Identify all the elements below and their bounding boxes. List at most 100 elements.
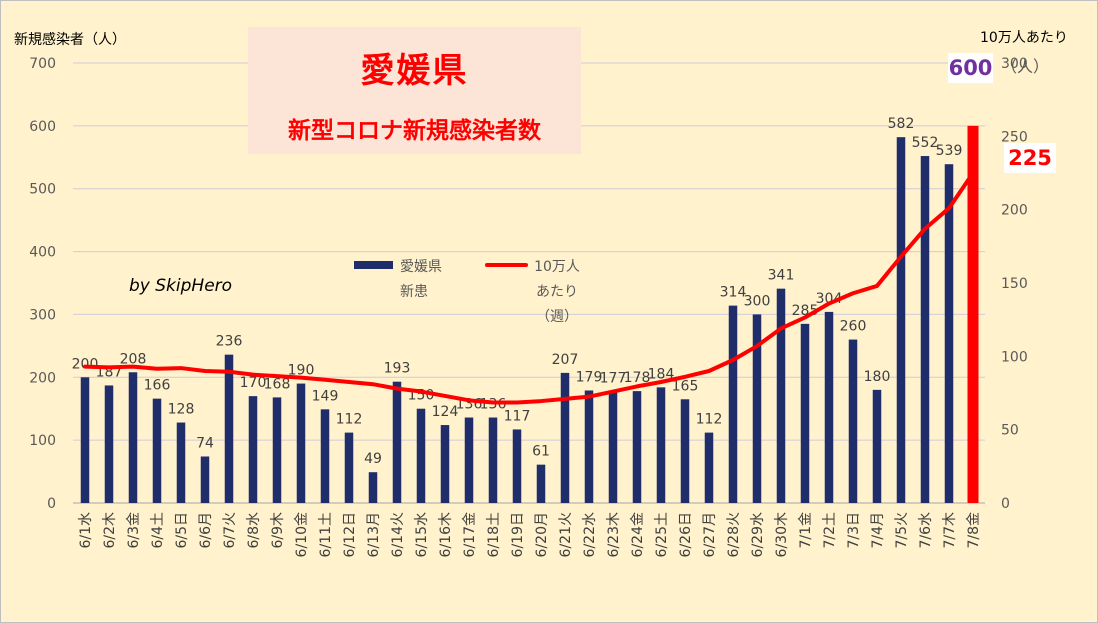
x-axis-tick-label: 6/8水 bbox=[246, 512, 262, 549]
x-axis-tick-label: 7/4月 bbox=[870, 512, 886, 549]
right-axis-unit: （人） bbox=[1001, 57, 1050, 76]
x-axis-tick-label: 6/14火 bbox=[390, 512, 406, 557]
bar bbox=[656, 387, 666, 503]
x-axis-tick-label: 6/26日 bbox=[678, 512, 694, 557]
x-axis-tick-label: 6/19日 bbox=[510, 512, 526, 557]
x-axis-tick-label: 6/16木 bbox=[438, 512, 454, 557]
bar bbox=[80, 377, 90, 503]
bar bbox=[944, 164, 954, 503]
x-axis-tick-label: 6/15水 bbox=[414, 512, 430, 557]
bar-data-label: 314 bbox=[720, 285, 747, 301]
left-axis-tick-label: 200 bbox=[29, 370, 56, 386]
legend-bar-label: 新患 bbox=[400, 284, 428, 300]
bar bbox=[488, 417, 498, 503]
x-axis-tick-label: 7/6水 bbox=[918, 512, 934, 549]
bar-data-label: 61 bbox=[532, 444, 550, 460]
bar bbox=[920, 156, 930, 503]
bar-data-label: 49 bbox=[364, 451, 382, 467]
x-axis-tick-label: 6/2木 bbox=[102, 512, 118, 549]
bar-data-label: 552 bbox=[912, 135, 939, 151]
left-axis-tick-label: 400 bbox=[29, 245, 56, 261]
x-axis-tick-label: 6/20月 bbox=[534, 512, 550, 557]
legend-bar-label: 愛媛県 bbox=[400, 259, 442, 275]
rate-line bbox=[83, 171, 975, 405]
x-axis-tick-label: 6/12日 bbox=[342, 512, 358, 557]
bar bbox=[680, 399, 690, 503]
left-axis-tick-label: 700 bbox=[29, 56, 56, 72]
bar-data-label: 190 bbox=[288, 363, 315, 379]
left-axis-title: 新規感染者（人） bbox=[14, 32, 126, 48]
legend-line-label: あたり bbox=[536, 284, 578, 300]
x-axis-tick-label: 6/5日 bbox=[174, 512, 190, 549]
right-axis-tick-label: 300 bbox=[1001, 56, 1028, 72]
right-axis-tick-label: 250 bbox=[1001, 129, 1028, 145]
bar bbox=[248, 396, 258, 503]
bar bbox=[416, 408, 426, 503]
bar bbox=[704, 432, 714, 503]
bar bbox=[560, 372, 570, 503]
legend-bar-swatch bbox=[354, 261, 393, 269]
bar bbox=[512, 429, 522, 503]
bar-data-label: 304 bbox=[816, 291, 843, 307]
x-axis-tick-label: 7/3日 bbox=[846, 512, 862, 549]
left-axis-tick-label: 300 bbox=[29, 307, 56, 323]
bar bbox=[392, 381, 402, 503]
bar bbox=[368, 472, 378, 503]
bar bbox=[872, 389, 882, 503]
bar-data-label: 149 bbox=[312, 388, 339, 404]
x-axis-tick-label: 6/1水 bbox=[78, 512, 94, 549]
bar-data-label: 180 bbox=[864, 369, 891, 385]
x-axis-tick-label: 6/18土 bbox=[486, 512, 502, 557]
bar bbox=[584, 390, 594, 503]
right-axis-tick-label: 100 bbox=[1001, 349, 1028, 365]
bar bbox=[440, 425, 450, 503]
bar-data-label: 539 bbox=[936, 143, 963, 159]
x-axis-tick-label: 6/10金 bbox=[294, 512, 310, 557]
bar-data-label: 236 bbox=[216, 334, 243, 350]
chart-title: 愛媛県 bbox=[360, 51, 469, 91]
bar bbox=[128, 372, 138, 503]
bar-data-label: 168 bbox=[264, 376, 291, 392]
bar bbox=[608, 391, 618, 503]
bar bbox=[344, 432, 354, 503]
bar bbox=[800, 323, 810, 503]
left-axis-tick-label: 500 bbox=[29, 182, 56, 198]
x-axis-tick-label: 6/13月 bbox=[366, 512, 382, 557]
bar bbox=[967, 125, 979, 503]
bar-data-label: 200 bbox=[72, 356, 99, 372]
bar bbox=[848, 339, 858, 503]
chart-subtitle: 新型コロナ新規感染者数 bbox=[288, 118, 541, 144]
bar bbox=[896, 137, 906, 503]
x-axis-tick-label: 6/24金 bbox=[630, 512, 646, 557]
bar bbox=[536, 464, 546, 503]
title-box: 愛媛県 新型コロナ新規感染者数 bbox=[248, 27, 581, 154]
right-axis-title: 10万人あたり bbox=[980, 30, 1068, 46]
bar-data-label: 178 bbox=[624, 370, 651, 386]
bar-data-label: 184 bbox=[648, 366, 675, 382]
x-axis-tick-label: 7/5火 bbox=[894, 512, 910, 549]
bar bbox=[176, 422, 186, 503]
bar bbox=[296, 383, 306, 503]
left-axis-tick-label: 600 bbox=[29, 119, 56, 135]
x-axis-tick-label: 6/4土 bbox=[150, 512, 166, 549]
bar-data-label: 112 bbox=[336, 412, 363, 428]
x-axis-tick-label: 6/30木 bbox=[774, 512, 790, 557]
bar-data-label: 582 bbox=[888, 116, 915, 132]
bar-data-label: 179 bbox=[576, 369, 603, 385]
x-axis-tick-label: 6/3金 bbox=[126, 512, 142, 549]
legend-line-label: （週） bbox=[536, 309, 578, 325]
x-axis-tick-label: 6/9木 bbox=[270, 512, 286, 549]
x-axis-tick-label: 6/29水 bbox=[750, 512, 766, 557]
latest-cases-callout: 600 bbox=[948, 53, 993, 83]
bar bbox=[224, 354, 234, 503]
x-axis-tick-label: 7/7木 bbox=[942, 512, 958, 549]
bar bbox=[152, 398, 162, 503]
bar bbox=[200, 456, 210, 503]
x-axis-tick-label: 6/6月 bbox=[198, 512, 214, 549]
right-axis-tick-label: 50 bbox=[1001, 423, 1019, 439]
bar bbox=[776, 288, 786, 503]
bar-data-label: 165 bbox=[672, 378, 699, 394]
x-axis-tick-label: 6/25土 bbox=[654, 512, 670, 557]
bar bbox=[728, 305, 738, 503]
